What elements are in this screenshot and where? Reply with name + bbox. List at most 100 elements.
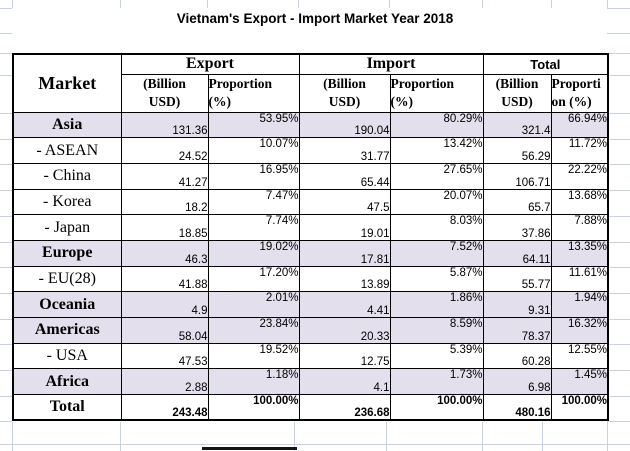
export-value-cell[interactable]: 41.27 — [120, 162, 209, 190]
export-value-cell[interactable]: 47.53 — [120, 342, 209, 370]
table-row: Africa 2.88 1.18% 4.1 1.73% 6.98 1.45% — [12, 368, 609, 396]
market-cell[interactable]: - China — [12, 162, 122, 190]
import-value-cell[interactable]: 65.44 — [298, 162, 391, 190]
import-value-cell[interactable]: 20.33 — [298, 317, 391, 344]
gridline — [0, 267, 12, 269]
import-value-cell[interactable]: 190.04 — [298, 111, 391, 139]
import-billion-header[interactable]: (Billion USD) — [298, 73, 391, 113]
export-pct-cell[interactable]: 7.74% — [207, 214, 300, 241]
import-pct-cell[interactable]: 8.03% — [389, 214, 484, 241]
export-value-cell[interactable]: 4.9 — [120, 291, 209, 318]
import-value-cell[interactable]: 236.68 — [298, 394, 391, 421]
import-pct-cell[interactable]: 100.00% — [389, 394, 484, 421]
import-pct-cell[interactable]: 8.59% — [389, 317, 484, 344]
gridline — [0, 241, 12, 243]
total-value-cell[interactable]: 64.11 — [482, 239, 552, 267]
import-value-cell[interactable]: 4.1 — [298, 368, 391, 396]
table-row: - Japan 18.85 7.74% 19.01 8.03% 37.86 7.… — [12, 214, 609, 241]
total-pct-cell[interactable]: 11.61% — [550, 265, 609, 293]
export-value-cell[interactable]: 41.88 — [120, 265, 209, 293]
export-billion-header[interactable]: (Billion USD) — [120, 73, 209, 113]
export-value-cell[interactable]: 46.3 — [120, 239, 209, 267]
total-value-cell[interactable]: 60.28 — [482, 342, 552, 370]
total-value-cell[interactable]: 6.98 — [482, 368, 552, 396]
export-group-header[interactable]: Export — [120, 53, 300, 75]
import-pct-cell[interactable]: 1.86% — [389, 291, 484, 318]
export-pct-cell[interactable]: 1.18% — [207, 368, 300, 396]
total-pct-cell[interactable]: 1.94% — [550, 291, 609, 318]
import-value-cell[interactable]: 19.01 — [298, 214, 391, 241]
market-cell[interactable]: - ASEAN — [12, 137, 122, 164]
total-value-cell[interactable]: 78.37 — [482, 317, 552, 344]
import-pct-cell[interactable]: 7.52% — [389, 239, 484, 267]
total-value-cell[interactable]: 9.31 — [482, 291, 552, 318]
export-pct-cell[interactable]: 100.00% — [207, 394, 300, 421]
total-pct-cell[interactable]: 22.22% — [550, 162, 609, 190]
import-value-cell[interactable]: 13.89 — [298, 265, 391, 293]
market-cell[interactable]: - Japan — [12, 214, 122, 241]
export-value-cell[interactable]: 2.88 — [120, 368, 209, 396]
import-pct-cell[interactable]: 5.87% — [389, 265, 484, 293]
export-pct-cell[interactable]: 16.95% — [207, 162, 300, 190]
export-value-cell[interactable]: 24.52 — [120, 137, 209, 164]
import-pct-cell[interactable]: 80.29% — [389, 111, 484, 139]
table-row: Americas 58.04 23.84% 20.33 8.59% 78.37 … — [12, 317, 609, 344]
market-cell[interactable]: Asia — [12, 111, 122, 139]
export-proportion-header[interactable]: Proportion (%) — [207, 73, 300, 113]
import-group-header[interactable]: Import — [298, 53, 484, 75]
export-value-cell[interactable]: 131.36 — [120, 111, 209, 139]
import-pct-cell[interactable]: 13.42% — [389, 137, 484, 164]
total-value-cell[interactable]: 55.77 — [482, 265, 552, 293]
total-pct-cell[interactable]: 13.68% — [550, 188, 609, 216]
total-pct-cell[interactable]: 16.32% — [550, 317, 609, 344]
import-pct-cell[interactable]: 1.73% — [389, 368, 484, 396]
total-proportion-header[interactable]: Proporti on (%) — [550, 73, 609, 113]
export-value-cell[interactable]: 243.48 — [120, 394, 209, 421]
total-pct-cell[interactable]: 7.88% — [550, 214, 609, 241]
gridline — [607, 395, 630, 397]
market-column-header[interactable]: Market — [12, 53, 122, 113]
import-proportion-header[interactable]: Proportion (%) — [389, 73, 484, 113]
import-pct-cell[interactable]: 27.65% — [389, 162, 484, 190]
market-cell[interactable]: Oceania — [12, 291, 122, 318]
import-pct-cell[interactable]: 20.07% — [389, 188, 484, 216]
market-cell[interactable]: - USA — [12, 342, 122, 370]
total-pct-cell[interactable]: 1.45% — [550, 368, 609, 396]
market-cell[interactable]: - Korea — [12, 188, 122, 216]
total-pct-cell[interactable]: 11.72% — [550, 137, 609, 164]
total-value-cell[interactable]: 65.7 — [482, 188, 552, 216]
total-value-cell[interactable]: 37.86 — [482, 214, 552, 241]
import-pct-cell[interactable]: 5.39% — [389, 342, 484, 370]
total-pct-cell[interactable]: 13.35% — [550, 239, 609, 267]
export-pct-cell[interactable]: 19.52% — [207, 342, 300, 370]
total-value-cell[interactable]: 56.29 — [482, 137, 552, 164]
export-pct-cell[interactable]: 10.07% — [207, 137, 300, 164]
export-value-cell[interactable]: 18.85 — [120, 214, 209, 241]
import-value-cell[interactable]: 47.5 — [298, 188, 391, 216]
export-pct-cell[interactable]: 53.95% — [207, 111, 300, 139]
total-group-header[interactable]: Total — [482, 53, 609, 75]
market-cell[interactable]: Africa — [12, 368, 122, 396]
market-cell[interactable]: Europe — [12, 239, 122, 267]
total-pct-cell[interactable]: 12.55% — [550, 342, 609, 370]
export-value-cell[interactable]: 58.04 — [120, 317, 209, 344]
import-value-cell[interactable]: 31.77 — [298, 137, 391, 164]
market-cell[interactable]: Total — [12, 394, 122, 421]
market-cell[interactable]: - EU(28) — [12, 265, 122, 293]
total-value-cell[interactable]: 321.4 — [482, 111, 552, 139]
export-value-cell[interactable]: 18.2 — [120, 188, 209, 216]
export-pct-cell[interactable]: 19.02% — [207, 239, 300, 267]
export-pct-cell[interactable]: 17.20% — [207, 265, 300, 293]
export-pct-cell[interactable]: 23.84% — [207, 317, 300, 344]
market-cell[interactable]: Americas — [12, 317, 122, 344]
export-pct-cell[interactable]: 2.01% — [207, 291, 300, 318]
total-billion-header[interactable]: (Billion USD) — [482, 73, 552, 113]
total-pct-cell[interactable]: 100.00% — [550, 394, 609, 421]
total-pct-cell[interactable]: 66.94% — [550, 111, 609, 139]
export-pct-cell[interactable]: 7.47% — [207, 188, 300, 216]
import-value-cell[interactable]: 17.81 — [298, 239, 391, 267]
import-value-cell[interactable]: 4.41 — [298, 291, 391, 318]
total-value-cell[interactable]: 106.71 — [482, 162, 552, 190]
import-value-cell[interactable]: 12.75 — [298, 342, 391, 370]
total-value-cell[interactable]: 480.16 — [482, 394, 552, 421]
